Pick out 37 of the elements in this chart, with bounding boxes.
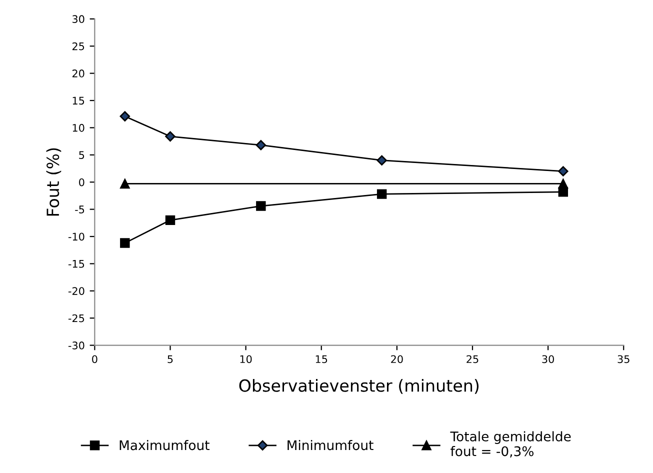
- x-tick-label: 30: [542, 355, 554, 364]
- y-tick-label: -30: [68, 342, 84, 350]
- y-tick-label: -25: [68, 314, 84, 322]
- y-axis-title: Fout (%): [46, 148, 62, 216]
- y-tick-label: 30: [72, 15, 84, 24]
- point: [376, 155, 387, 166]
- point: [256, 201, 266, 211]
- y-tick-label: 5: [79, 151, 84, 160]
- x-axis-title: Observatievenster (minuten): [239, 378, 479, 394]
- y-tick-label: 15: [72, 96, 84, 105]
- y-tick-label: -10: [68, 232, 84, 241]
- point: [558, 166, 568, 176]
- legend-label: Maximumfout: [120, 440, 210, 450]
- y-tick-label: 0: [79, 178, 84, 186]
- x-tick-label: 25: [466, 355, 478, 364]
- point: [376, 189, 387, 199]
- y-tick-label: -5: [75, 206, 84, 214]
- legend-label: Totale gemiddelde fout = -0,3%: [450, 431, 571, 458]
- x-tick-label: 20: [391, 355, 403, 364]
- x-tick-label: 10: [240, 355, 252, 364]
- y-tick-label: 25: [72, 42, 84, 50]
- point: [120, 178, 130, 189]
- point: [120, 238, 130, 248]
- y-tick-label: 20: [72, 70, 84, 78]
- y-tick-label: -15: [68, 260, 84, 268]
- x-tick-label: 5: [168, 355, 173, 364]
- x-tick-label: 0: [92, 355, 98, 364]
- point: [558, 178, 568, 189]
- y-tick-label: 10: [72, 124, 84, 132]
- x-tick-label: 35: [618, 355, 630, 364]
- point: [165, 215, 176, 226]
- y-tick-label: -20: [68, 287, 84, 295]
- point: [120, 111, 130, 122]
- point: [256, 140, 266, 150]
- legend-label: Minimumfout: [288, 440, 374, 450]
- point: [165, 131, 176, 142]
- x-tick-label: 15: [316, 355, 328, 364]
